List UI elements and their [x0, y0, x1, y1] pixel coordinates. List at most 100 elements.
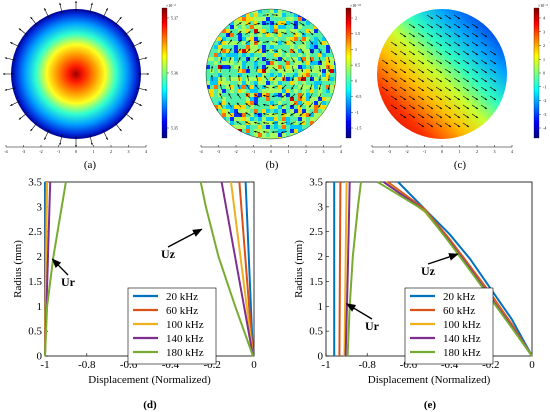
arrow — [280, 112, 287, 116]
arrow — [308, 39, 314, 45]
arrow — [408, 32, 416, 38]
annotation-label: Ur — [365, 319, 380, 333]
y-tick-label: 3.5 — [309, 177, 323, 189]
colorbar-tick-label: -4 — [543, 126, 546, 131]
colorbar-tick-label: 4 — [543, 16, 545, 21]
arrow — [263, 49, 270, 52]
arrow — [18, 112, 28, 120]
arrow — [462, 59, 470, 65]
arrow — [253, 112, 260, 116]
arrow — [318, 39, 322, 45]
colorbar-tick-label: 5.35 — [171, 126, 178, 131]
x-tick-label: 1 — [288, 149, 290, 154]
arrow — [220, 65, 223, 73]
arrow — [229, 65, 232, 73]
arrow — [238, 65, 241, 73]
arrow — [444, 68, 452, 74]
colorbar-tick-label: -1.5 — [355, 126, 361, 131]
arrow — [254, 22, 261, 26]
x-tick-label: 0 — [441, 149, 443, 154]
line-chart: -1 -0.8 -0.6 -0.4 -0.2 000.511.522.533.5Displ… — [293, 177, 535, 412]
colorbar-exponent: ×10⁻¹⁶ — [350, 3, 362, 8]
arrow — [426, 95, 434, 101]
arrow — [291, 74, 294, 82]
colorbar-tick-label: 1.5 — [355, 31, 360, 36]
arrow — [281, 57, 287, 63]
arrow — [245, 93, 251, 99]
arrow — [299, 22, 305, 26]
arrow — [462, 113, 470, 119]
y-axis-label: Radius (mm) — [12, 240, 24, 298]
arrow — [211, 65, 214, 73]
arrow — [262, 103, 270, 106]
arrow — [299, 102, 305, 108]
arrow — [462, 104, 470, 110]
colorbar-tick-label: 0 — [543, 71, 545, 76]
arrow — [480, 32, 488, 38]
colorbar-tick-label: 1 — [543, 57, 545, 62]
colorbar — [345, 7, 352, 139]
arrow — [253, 130, 260, 133]
arrow — [309, 84, 313, 91]
panel-label: (d) — [143, 399, 157, 411]
x-tick-label: -0.8 — [78, 359, 96, 371]
x-tick-label: 4 — [511, 149, 513, 154]
arrow — [255, 74, 259, 81]
arrow — [102, 8, 108, 19]
heatmap-panel: -4 -3 -2 -1 0 1 2 3 4 ×10⁻³ 4 3 2 1 0 -1 -2 -3 -4 (c) — [370, 3, 548, 171]
x-tick-label: 1 — [459, 149, 461, 154]
y-axis-label: Radius (mm) — [293, 240, 305, 298]
arrow — [399, 41, 407, 47]
arrow — [435, 50, 443, 56]
x-tick-label: -3 — [22, 149, 25, 154]
arrow — [299, 48, 305, 54]
arrow — [489, 77, 497, 83]
colorbar-tick-label: -1 — [355, 110, 358, 115]
arrow — [219, 39, 223, 45]
arrow — [435, 122, 443, 128]
arrow — [426, 86, 434, 92]
arrow — [299, 39, 305, 45]
arrow — [417, 77, 425, 83]
arrow — [453, 50, 461, 56]
arrow — [237, 57, 241, 63]
arrow — [299, 121, 305, 125]
arrow — [381, 86, 389, 92]
arrow — [236, 22, 242, 26]
arrow — [246, 74, 249, 82]
arrow — [417, 50, 425, 56]
y-tick-label: 3 — [318, 201, 324, 213]
series-group — [44, 181, 254, 357]
arrow — [254, 94, 260, 98]
arrow — [271, 85, 278, 89]
arrow — [309, 74, 312, 82]
arrow — [245, 121, 251, 125]
arrow — [399, 68, 407, 74]
arrow — [444, 86, 452, 92]
arrow — [237, 83, 241, 90]
arrow — [310, 65, 313, 73]
arrow — [453, 113, 461, 119]
annotation-label: Uz — [161, 247, 176, 261]
arrow — [131, 100, 142, 106]
arrow — [417, 104, 425, 110]
arrow — [444, 104, 452, 110]
arrow — [308, 111, 314, 117]
arrow — [290, 22, 296, 26]
legend: 20 kHz 60 kHz 100 kHz 140 kHz 180 kHz — [404, 287, 494, 365]
x-tick-label: 3 — [494, 149, 496, 154]
arrow — [390, 41, 398, 47]
arrow — [399, 113, 407, 119]
arrow — [318, 48, 322, 54]
legend-label: 60 kHz — [166, 305, 198, 317]
arrow — [399, 95, 407, 101]
arrow — [281, 31, 288, 35]
arrow — [328, 57, 331, 64]
arrow — [290, 48, 296, 54]
arrow — [390, 104, 398, 110]
arrow — [462, 77, 470, 83]
arrow — [417, 86, 425, 92]
arrow — [236, 39, 242, 45]
panel-label: (b) — [266, 159, 279, 171]
